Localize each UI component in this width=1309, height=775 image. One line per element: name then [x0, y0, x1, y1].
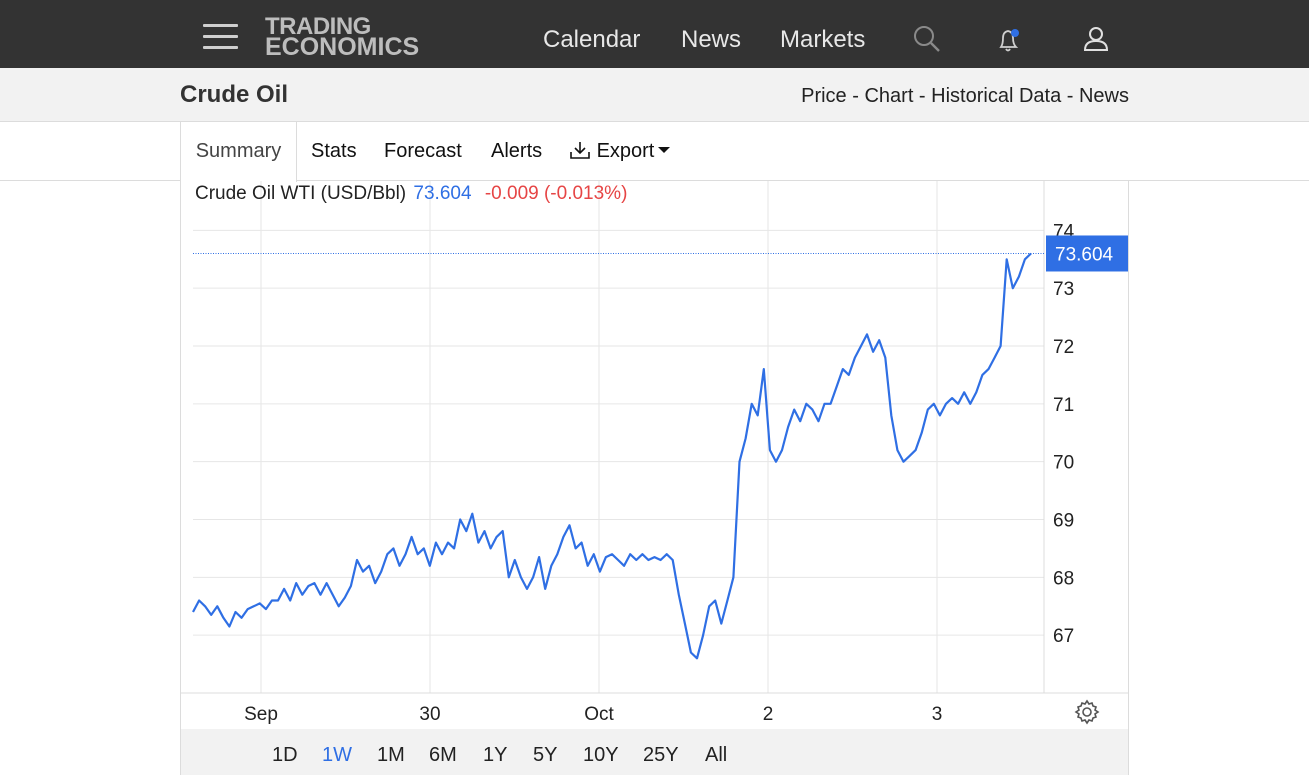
page-title: Crude Oil — [180, 81, 289, 108]
x-tick-label: Oct — [584, 704, 614, 725]
nav-markets[interactable]: Markets — [780, 26, 866, 53]
tab-bar: Summary Stats Forecast Alerts Export — [0, 122, 1309, 182]
instrument-change: -0.009 (-0.013%) — [484, 183, 628, 204]
separator: - — [846, 85, 865, 107]
bell-icon[interactable] — [995, 26, 1023, 59]
last-value-label: 73.604 — [1055, 244, 1114, 265]
x-tick-label: 3 — [932, 704, 943, 725]
user-icon[interactable] — [1082, 25, 1110, 58]
export-dropdown[interactable]: Export — [569, 122, 671, 181]
top-navbar: TRADING ECONOMICS Calendar News Markets — [0, 0, 1309, 68]
search-icon[interactable] — [912, 24, 942, 59]
separator: - — [1061, 85, 1079, 107]
range-6m[interactable]: 6M — [429, 744, 457, 766]
last-value-badge — [1046, 235, 1128, 272]
notification-dot — [1011, 29, 1019, 37]
logo-line2: ECONOMICS — [265, 33, 420, 61]
x-tick-label: 30 — [419, 704, 440, 725]
range-1w[interactable]: 1W — [322, 744, 352, 766]
chart-panel: 67 68 69 70 71 72 73 74 Sep 30 Oct 2 3 73.604 Crude O… — [180, 181, 1129, 775]
logo-line1: TRADING — [265, 13, 371, 40]
x-tick-label: Sep — [244, 704, 278, 725]
logo[interactable]: TRADING ECONOMICS — [265, 13, 420, 61]
range-25y[interactable]: 25Y — [643, 744, 679, 766]
title-bar: Crude Oil Price - Chart - Historical Dat… — [0, 68, 1309, 122]
link-news[interactable]: News — [1078, 85, 1129, 107]
y-tick-label: 69 — [1053, 511, 1074, 532]
y-tick-label: 67 — [1053, 626, 1074, 647]
menu-icon[interactable] — [203, 24, 238, 50]
separator: - — [913, 85, 932, 107]
download-icon — [570, 141, 590, 159]
link-price[interactable]: Price — [801, 85, 847, 107]
chart-header: Crude Oil WTI (USD/Bbl) 73.604 -0.009 (-… — [195, 183, 627, 205]
y-tick-label: 73 — [1053, 279, 1074, 300]
y-tick-label: 71 — [1053, 395, 1074, 416]
section-links: Price - Chart - Historical Data - News — [801, 85, 1129, 108]
gear-icon[interactable] — [1074, 699, 1100, 730]
x-tick-label: 2 — [763, 704, 774, 725]
instrument-name: Crude Oil WTI (USD/Bbl) — [195, 183, 407, 204]
tab-alerts[interactable]: Alerts — [491, 140, 543, 162]
export-label: Export — [596, 140, 655, 162]
link-historical-data[interactable]: Historical Data — [931, 85, 1062, 107]
range-5y[interactable]: 5Y — [533, 744, 558, 766]
tab-summary[interactable]: Summary — [180, 122, 297, 182]
nav-news[interactable]: News — [681, 26, 742, 53]
y-tick-label: 68 — [1053, 568, 1074, 589]
link-chart[interactable]: Chart — [864, 85, 914, 107]
price-line — [192, 252, 1032, 660]
range-1d[interactable]: 1D — [272, 744, 298, 766]
range-1m[interactable]: 1M — [377, 744, 405, 766]
nav-calendar[interactable]: Calendar — [543, 26, 641, 53]
tab-forecast[interactable]: Forecast — [384, 140, 462, 162]
range-10y[interactable]: 10Y — [583, 744, 619, 766]
instrument-value: 73.604 — [413, 183, 472, 204]
range-selector: 1D 1W 1M 6M 1Y 5Y 10Y 25Y All — [181, 729, 1128, 775]
tab-stats[interactable]: Stats — [311, 140, 357, 162]
y-tick-label: 70 — [1053, 453, 1074, 474]
range-all[interactable]: All — [705, 744, 728, 766]
y-tick-label: 72 — [1053, 337, 1074, 358]
range-1y[interactable]: 1Y — [483, 744, 508, 766]
chevron-down-icon — [658, 147, 671, 154]
